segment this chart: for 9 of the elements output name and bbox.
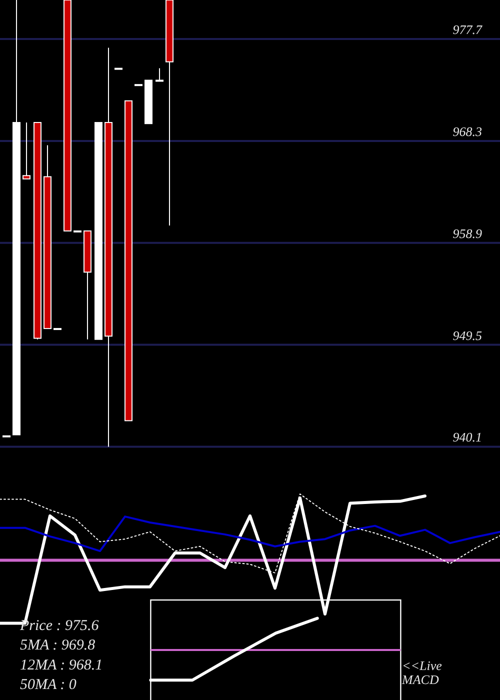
text: <<Live MACD bbox=[401, 658, 442, 687]
y-tick-label: 977.7 bbox=[452, 22, 482, 38]
y-tick-label: 940.1 bbox=[452, 430, 482, 445]
text: 50MA : 0 bbox=[20, 677, 77, 694]
y-tick-label: 968.3 bbox=[452, 124, 482, 139]
text: 12MA : 968.1 bbox=[20, 657, 103, 674]
y-tick-label: 958.9 bbox=[452, 226, 482, 241]
text: 5MA : 969.8 bbox=[20, 638, 96, 654]
y-tick-label: 949.5 bbox=[452, 328, 482, 343]
